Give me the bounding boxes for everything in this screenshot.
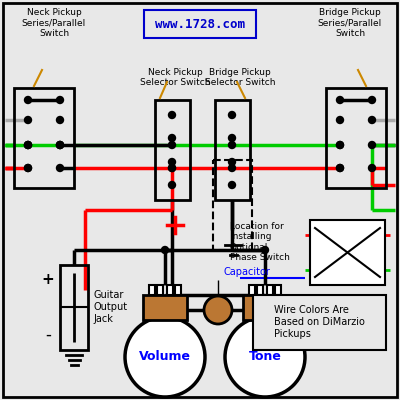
Circle shape: [336, 96, 344, 104]
Bar: [253, 295, 386, 350]
Bar: [275, 285, 281, 295]
Text: +: +: [42, 272, 54, 288]
Circle shape: [368, 116, 376, 124]
Circle shape: [228, 134, 236, 142]
Circle shape: [56, 164, 64, 172]
Circle shape: [168, 134, 176, 142]
Text: Bridge Pickup
Selector Switch: Bridge Pickup Selector Switch: [205, 68, 275, 87]
Circle shape: [168, 112, 176, 118]
Circle shape: [168, 164, 176, 172]
Circle shape: [336, 164, 344, 172]
Circle shape: [24, 96, 32, 104]
Bar: [149, 285, 155, 295]
Circle shape: [168, 158, 176, 166]
Text: Neck Pickup
Selector Switch: Neck Pickup Selector Switch: [140, 68, 210, 87]
Circle shape: [168, 142, 176, 148]
Circle shape: [225, 317, 305, 397]
Circle shape: [56, 96, 64, 104]
Circle shape: [228, 182, 236, 188]
Bar: [155, 100, 190, 200]
Circle shape: [336, 142, 344, 148]
Circle shape: [228, 142, 236, 148]
Circle shape: [336, 164, 344, 172]
Circle shape: [336, 142, 344, 148]
Circle shape: [168, 182, 176, 188]
Circle shape: [56, 142, 64, 148]
Bar: [249, 285, 255, 295]
Circle shape: [56, 116, 64, 124]
Circle shape: [24, 164, 32, 172]
Bar: [267, 285, 273, 295]
Circle shape: [336, 116, 344, 124]
Bar: [175, 285, 181, 295]
Bar: [167, 285, 173, 295]
Circle shape: [228, 164, 236, 172]
Text: Tone: Tone: [248, 350, 282, 364]
Text: Location for
Installing
Optional
Phase Switch: Location for Installing Optional Phase S…: [230, 222, 290, 262]
Circle shape: [162, 246, 168, 254]
Bar: [310, 220, 385, 285]
Bar: [14, 88, 74, 188]
Circle shape: [125, 317, 205, 397]
Text: -: -: [45, 326, 51, 344]
Circle shape: [262, 246, 268, 254]
Text: Wire Colors Are
Based on DiMarzio
Pickups: Wire Colors Are Based on DiMarzio Pickup…: [274, 306, 364, 338]
Circle shape: [228, 112, 236, 118]
Bar: [157, 285, 163, 295]
Circle shape: [24, 142, 32, 148]
Circle shape: [368, 142, 376, 148]
Bar: [213, 160, 252, 250]
Circle shape: [56, 142, 64, 148]
Circle shape: [56, 142, 64, 148]
Bar: [257, 285, 263, 295]
Bar: [243, 295, 287, 320]
Bar: [215, 100, 250, 200]
Circle shape: [24, 116, 32, 124]
Circle shape: [228, 158, 236, 166]
Text: Bridge Pickup
Series/Parallel
Switch: Bridge Pickup Series/Parallel Switch: [318, 8, 382, 38]
Bar: [60, 265, 88, 350]
Circle shape: [368, 164, 376, 172]
Text: Volume: Volume: [139, 350, 191, 364]
Circle shape: [24, 142, 32, 148]
Circle shape: [204, 296, 232, 324]
Text: Neck Pickup
Series/Parallel
Switch: Neck Pickup Series/Parallel Switch: [22, 8, 86, 38]
Circle shape: [24, 164, 32, 172]
Circle shape: [24, 142, 32, 148]
Text: www.1728.com: www.1728.com: [155, 18, 245, 30]
Bar: [143, 295, 187, 320]
Text: Guitar
Output
Jack: Guitar Output Jack: [93, 290, 127, 324]
Text: Capacitor: Capacitor: [223, 267, 270, 277]
Bar: [144, 10, 256, 38]
Bar: [326, 88, 386, 188]
Circle shape: [368, 96, 376, 104]
Circle shape: [168, 164, 176, 172]
